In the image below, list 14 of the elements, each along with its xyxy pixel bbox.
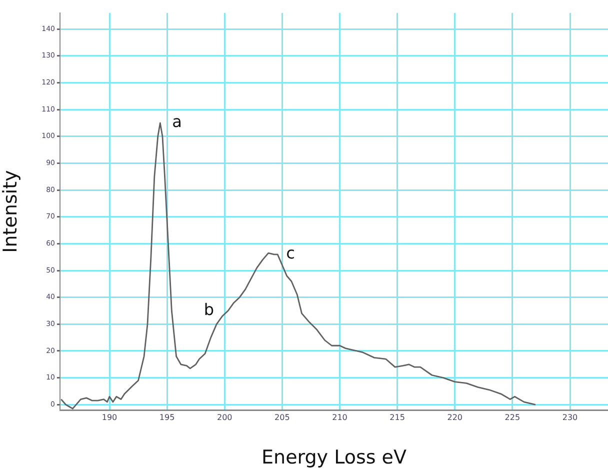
x-tick-label: 220: [447, 412, 463, 422]
annotation: b: [204, 300, 214, 319]
annotation: a: [172, 112, 182, 132]
x-tick-label: 190: [102, 412, 118, 422]
x-tick-label: 205: [274, 412, 290, 422]
annotation: c: [286, 244, 295, 263]
x-tick-label: 230: [562, 412, 578, 422]
x-tick-label: 225: [504, 412, 520, 422]
x-tick-label: 195: [159, 412, 175, 422]
x-tick-label: 210: [332, 412, 348, 422]
x-axis-title: Energy Loss eV: [262, 446, 406, 469]
x-tick-label: 200: [216, 412, 232, 422]
x-tick-label: 215: [390, 412, 405, 422]
y-axis-title: Intensity: [0, 170, 22, 253]
